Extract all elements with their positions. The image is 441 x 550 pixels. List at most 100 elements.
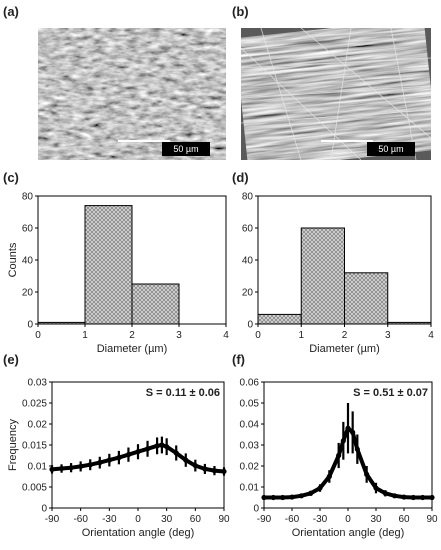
chart-d-bar-1 [300, 227, 345, 325]
chart-d-bar-3 [387, 321, 432, 325]
scalebar-line-a [118, 140, 170, 142]
chart-e-xtick-label-4: 30 [161, 514, 173, 525]
chart-f-xtick-label-3: 0 [345, 514, 351, 525]
chart-c-xtick-label-3: 3 [176, 330, 182, 341]
chart-e-point-6 [106, 457, 112, 463]
chart-c-bar-1 [84, 205, 133, 325]
chart-d-xtick-label-0: 0 [255, 330, 261, 341]
chart-f-point-13 [364, 471, 370, 477]
chart-e-point-9 [135, 449, 141, 455]
chart-f-xtick-label-6: 90 [426, 514, 438, 525]
chart-e-ytick-label-0: 0 [41, 504, 47, 515]
chart-f-xtick-label-0: -90 [257, 514, 272, 525]
chart-c-bar-0 [37, 321, 86, 325]
chart-f-point-4 [298, 493, 304, 499]
scalebar-b: 50 µm [367, 142, 415, 156]
chart-c-bar-2 [131, 283, 180, 325]
chart-e-point-8 [125, 452, 132, 458]
chart-e-xtick-label-5: 60 [190, 514, 202, 525]
chart-e-point-17 [202, 466, 208, 472]
chart-e-ytick-label-5: 0.025 [22, 399, 47, 410]
chart-f-point-19 [420, 494, 426, 501]
chart-d-bar-2 [344, 272, 389, 325]
chart-f-point-9 [340, 438, 346, 444]
chart-f-point-1 [270, 494, 276, 501]
sem-image-b: 50 µm [241, 28, 431, 160]
chart-f-ytick-label-4: 0.04 [240, 420, 260, 431]
sem-texture-a [38, 28, 226, 160]
chart-f-point-6 [317, 485, 323, 491]
panel-label-b: (b) [232, 4, 249, 19]
chart-e-ytick-label-2: 0.01 [28, 462, 48, 473]
chart-e-xtick-label-2: -30 [102, 514, 117, 525]
chart-e-point-10 [144, 446, 151, 452]
chart-d-ytick-label-3: 60 [242, 224, 254, 235]
chart-e-ylabel: Frequency [7, 419, 19, 471]
chart-f-point-11 [350, 429, 356, 435]
chart-c-xtick-label-2: 2 [129, 330, 135, 341]
chart-e-point-16 [192, 462, 198, 469]
chart-f-xlabel: Orientation angle (deg) [292, 527, 405, 539]
chart-e-xtick-label-1: -60 [73, 514, 88, 525]
chart-f-point-5 [308, 490, 314, 496]
chart-d-xtick-label-3: 3 [385, 330, 391, 341]
panel-label-c: (c) [3, 170, 19, 185]
chart-c-xlabel: Diameter (µm) [97, 343, 168, 355]
panel-label-a: (a) [3, 4, 19, 19]
chart-f-point-7 [326, 473, 332, 480]
chart-e-ytick-label-1: 0.005 [22, 483, 47, 494]
chart-f-xtick-label-4: 30 [370, 514, 382, 525]
chart-f-annotation: S = 0.51 ± 0.07 [353, 387, 428, 399]
chart-f-ytick-label-5: 0.05 [240, 399, 260, 410]
chart-f-point-18 [410, 494, 416, 501]
panel-label-d: (d) [232, 170, 249, 185]
chart-e-point-15 [183, 457, 189, 463]
chart-f-ytick-label-2: 0.02 [240, 462, 260, 473]
chart-e-point-2 [68, 465, 74, 471]
chart-e-point-7 [116, 455, 122, 461]
chart-e-point-13 [164, 444, 170, 450]
panel-label-f: (f) [232, 352, 245, 367]
chart-e-point-4 [87, 462, 93, 468]
chart-e-xtick-label-0: -90 [45, 514, 60, 525]
chart-f-ytick-label-1: 0.01 [240, 483, 260, 494]
chart-d-xlabel: Diameter (µm) [309, 343, 380, 355]
chart-e-point-18 [211, 468, 218, 474]
chart-f-point-12 [354, 446, 360, 452]
chart-c-xtick-label-0: 0 [35, 330, 41, 341]
chart-d-xtick-label-2: 2 [342, 330, 348, 341]
chart-c-ytick-label-1: 20 [22, 288, 34, 299]
scalebar-a: 50 µm [162, 142, 210, 156]
chart-d-ytick-label-4: 80 [242, 192, 254, 203]
chart-f-xtick-label-2: -30 [313, 514, 328, 525]
chart-e-ytick-label-3: 0.015 [22, 441, 47, 452]
scalebar-line-b [321, 140, 373, 142]
sem-image-a: 50 µm [38, 28, 226, 160]
chart-d-ytick-label-0: 0 [247, 320, 253, 331]
chart-c-xtick-label-4: 4 [223, 330, 229, 341]
chart-f-point-16 [392, 493, 398, 499]
chart-e-point-3 [78, 463, 84, 470]
chart-e-point-1 [58, 465, 65, 472]
chart-f-point-10 [345, 425, 351, 431]
chart-e-xtick-label-3: 0 [135, 514, 141, 525]
chart-d-ytick-label-1: 20 [242, 288, 254, 299]
chart-f-xtick-label-1: -60 [285, 514, 300, 525]
chart-f-point-3 [289, 494, 295, 500]
chart-e-point-0 [49, 466, 55, 472]
chart-f-point-20 [429, 494, 435, 501]
chart-e-ytick-label-6: 0.03 [28, 378, 48, 389]
chart-d-xtick-label-4: 4 [428, 330, 434, 341]
chart-e-xlabel: Orientation angle (deg) [82, 527, 195, 539]
chart-c-ytick-label-2: 40 [22, 256, 34, 267]
chart-c-ylabel: Counts [7, 242, 19, 277]
chart-c-ytick-label-0: 0 [27, 320, 33, 331]
sem-texture-b [241, 28, 431, 160]
chart-d-bar-0 [257, 313, 302, 325]
chart-f-point-14 [373, 485, 379, 491]
chart-f-ytick-label-3: 0.03 [240, 441, 260, 452]
chart-f-ytick-label-0: 0 [253, 504, 259, 515]
chart-f-point-8 [336, 452, 342, 459]
chart-e-annotation: S = 0.11 ± 0.06 [146, 387, 220, 399]
